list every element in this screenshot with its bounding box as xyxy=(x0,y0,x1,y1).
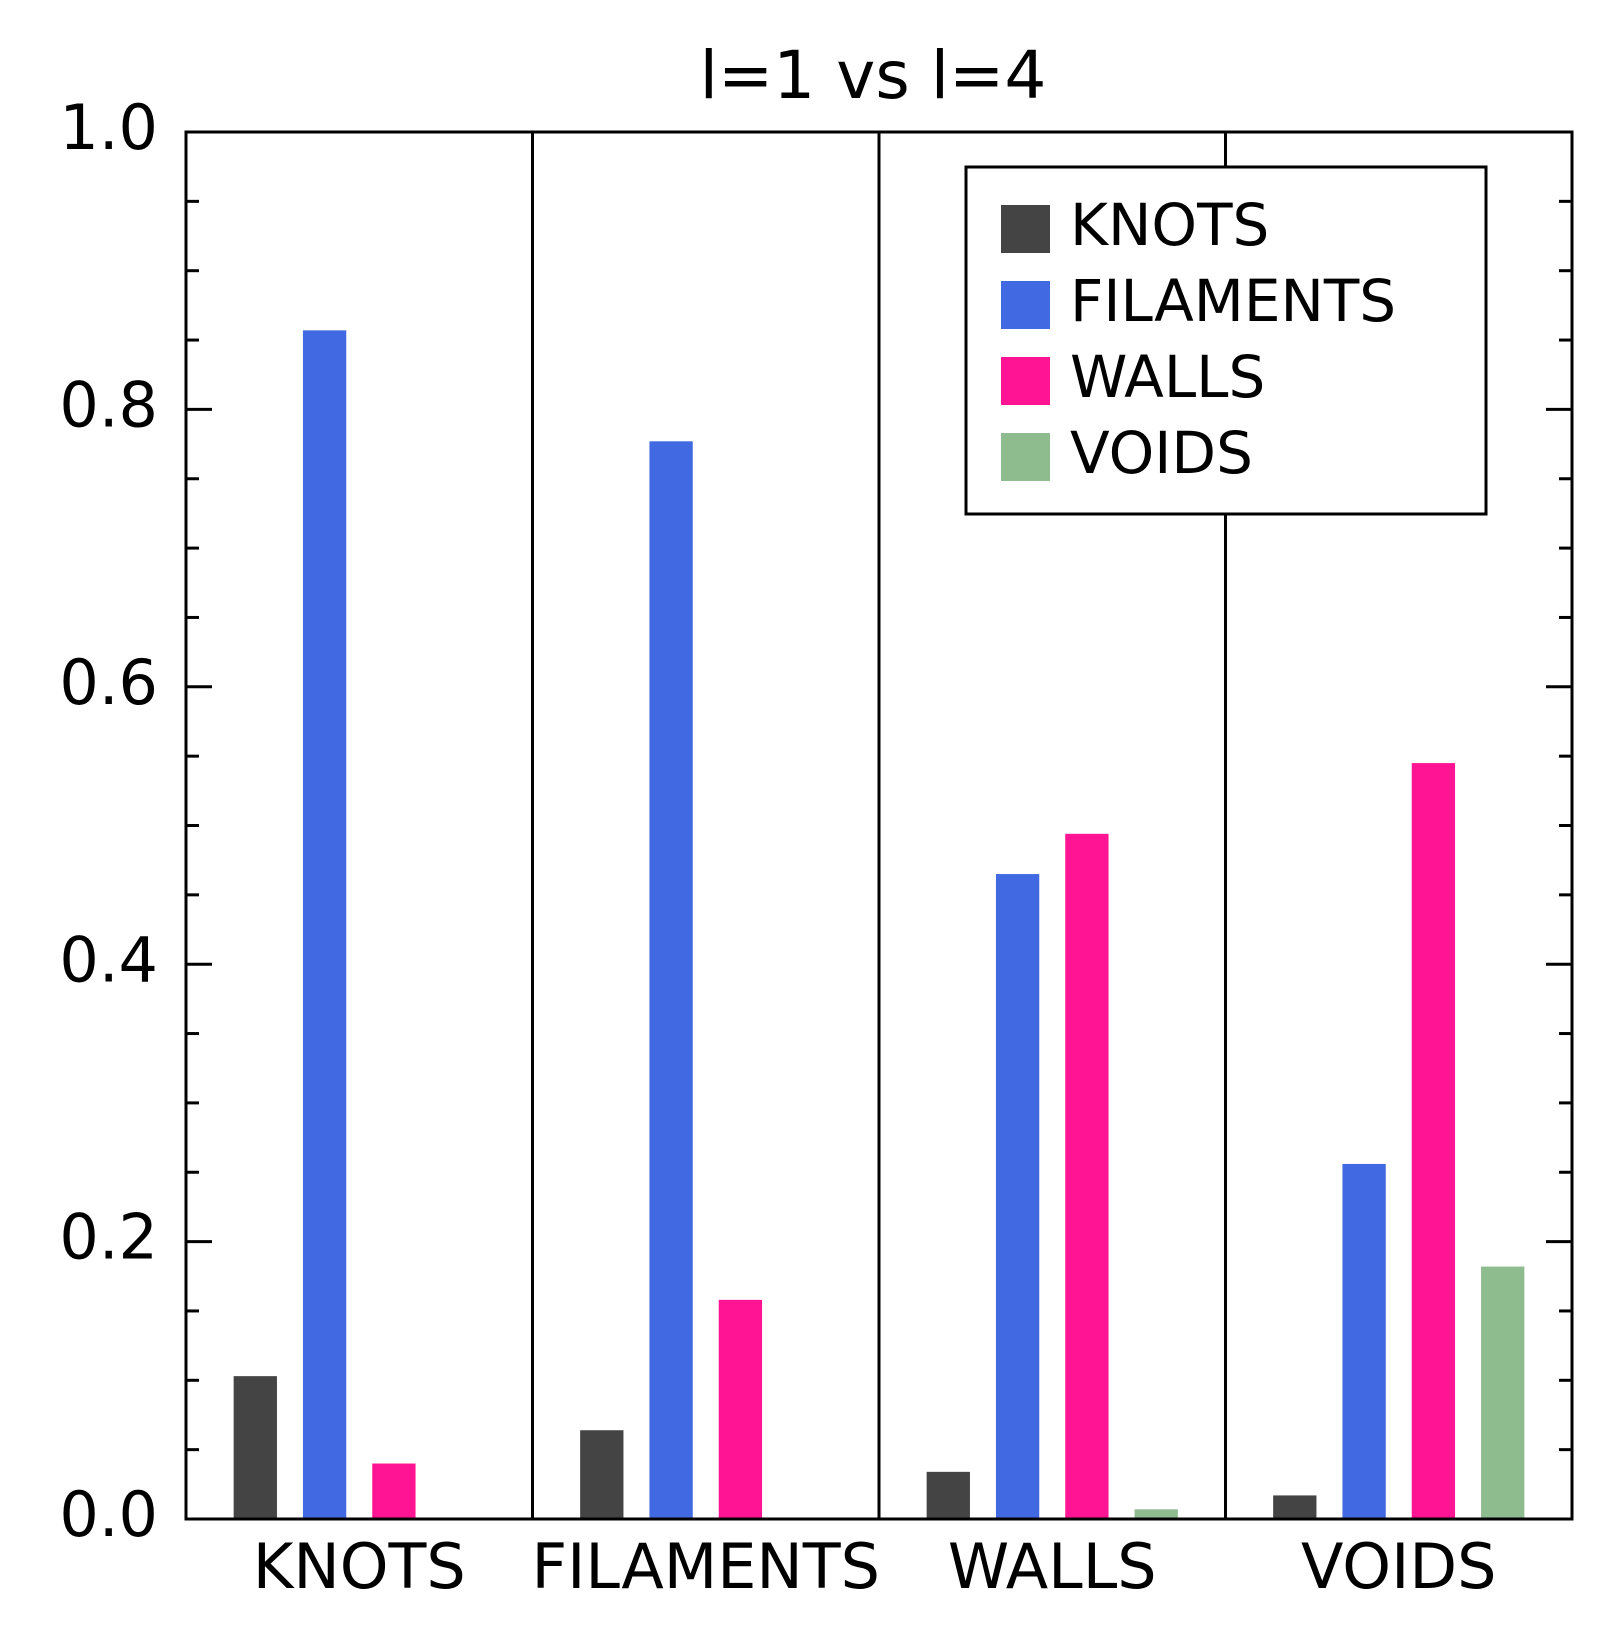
y-tick-label: 1.0 xyxy=(59,91,158,164)
bar xyxy=(580,1430,624,1519)
x-tick-label: VOIDS xyxy=(1301,1530,1497,1603)
legend-label: FILAMENTS xyxy=(1070,267,1396,335)
legend-label: WALLS xyxy=(1070,343,1265,411)
bar xyxy=(372,1463,416,1519)
y-tick-label: 0.8 xyxy=(59,368,158,441)
x-tick-label: WALLS xyxy=(948,1530,1157,1603)
y-tick-label: 0.6 xyxy=(59,646,158,719)
legend-label: KNOTS xyxy=(1070,191,1269,259)
bar xyxy=(1342,1163,1386,1519)
y-tick-label: 0.4 xyxy=(59,923,158,996)
legend-box xyxy=(964,165,1488,516)
bar xyxy=(1411,763,1456,1519)
bar xyxy=(233,1376,277,1519)
y-tick-label: 0.2 xyxy=(59,1201,158,1274)
bar xyxy=(1273,1495,1317,1519)
bar xyxy=(926,1471,970,1519)
legend-swatch xyxy=(1001,281,1050,329)
legend-label: VOIDS xyxy=(1070,419,1253,487)
bar xyxy=(649,441,693,1519)
legend-swatch xyxy=(1001,433,1050,481)
bar xyxy=(718,1299,763,1519)
bar xyxy=(1481,1266,1525,1519)
legend-swatch xyxy=(1001,205,1050,253)
bar xyxy=(1065,833,1109,1519)
x-tick-label: KNOTS xyxy=(253,1530,466,1603)
x-tick-label: FILAMENTS xyxy=(531,1530,880,1603)
legend-swatch xyxy=(1001,357,1050,405)
bar xyxy=(995,874,1040,1519)
bar xyxy=(1134,1509,1178,1519)
plot-frame xyxy=(184,130,1574,1521)
chart-title: l=1 vs l=4 xyxy=(700,37,1047,114)
y-tick-label: 0.0 xyxy=(59,1478,158,1551)
bar xyxy=(302,330,347,1519)
